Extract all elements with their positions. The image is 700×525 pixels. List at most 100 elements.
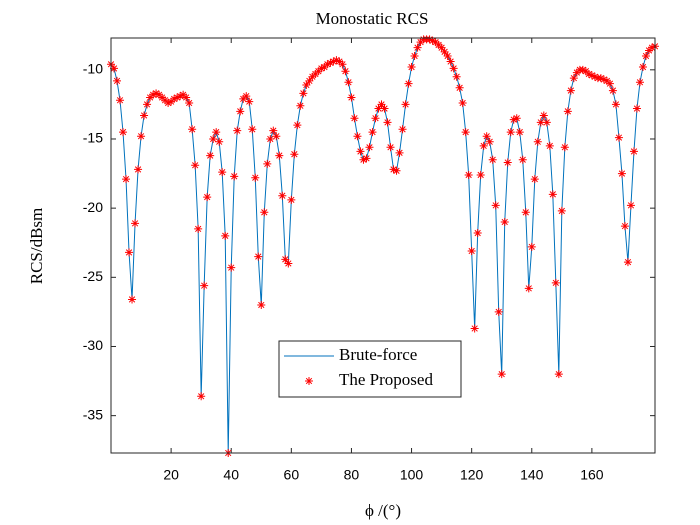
marker	[323, 60, 332, 69]
marker	[629, 147, 638, 156]
marker	[125, 248, 134, 257]
marker	[185, 99, 194, 108]
marker	[407, 63, 416, 72]
marker	[374, 104, 383, 113]
marker	[161, 96, 170, 105]
chart-title: Monostatic RCS	[316, 9, 429, 28]
marker	[302, 81, 311, 90]
marker	[176, 92, 185, 101]
marker	[200, 281, 209, 290]
marker	[236, 107, 245, 116]
marker	[539, 111, 548, 120]
marker	[536, 118, 545, 127]
marker	[260, 208, 269, 217]
y-axis-label: RCS/dBsm	[27, 208, 46, 285]
marker	[596, 74, 605, 83]
marker	[350, 114, 359, 123]
marker	[188, 125, 197, 134]
marker	[212, 128, 221, 137]
marker	[464, 170, 473, 179]
marker	[416, 38, 425, 47]
x-tick-label: 160	[580, 467, 604, 483]
marker	[590, 72, 599, 81]
y-tick-label: -25	[83, 268, 103, 284]
marker	[434, 40, 443, 49]
marker	[398, 125, 407, 134]
marker	[203, 193, 212, 202]
marker	[290, 150, 299, 159]
marker	[356, 147, 365, 156]
marker	[413, 43, 422, 52]
marker	[632, 104, 641, 113]
marker	[437, 43, 446, 52]
marker	[362, 154, 371, 163]
marker	[377, 100, 386, 109]
marker	[368, 128, 377, 137]
marker	[191, 161, 200, 170]
marker	[527, 242, 536, 251]
marker	[428, 36, 437, 45]
marker	[146, 93, 155, 102]
y-tick-label: -10	[83, 61, 103, 77]
marker	[425, 35, 434, 44]
marker	[566, 86, 575, 95]
x-tick-label: 40	[223, 467, 239, 483]
marker	[239, 94, 248, 103]
marker	[569, 74, 578, 83]
marker	[254, 252, 263, 261]
marker	[446, 57, 455, 66]
marker	[140, 111, 149, 120]
marker	[452, 72, 461, 81]
marker	[341, 67, 350, 76]
marker	[587, 71, 596, 80]
marker	[467, 247, 476, 256]
y-tick-label: -35	[83, 406, 103, 422]
marker	[401, 100, 410, 109]
marker	[296, 101, 305, 110]
marker	[263, 159, 272, 168]
marker	[338, 60, 347, 69]
marker	[113, 76, 122, 85]
y-tick-label: -15	[83, 130, 103, 146]
marker	[479, 141, 488, 150]
marker	[287, 195, 296, 204]
marker	[599, 75, 608, 84]
marker	[317, 64, 326, 73]
marker	[158, 93, 167, 102]
marker	[359, 155, 368, 164]
legend-label: The Proposed	[339, 370, 433, 389]
marker	[353, 132, 362, 141]
marker	[278, 191, 287, 200]
marker	[347, 93, 356, 102]
x-tick-label: 80	[344, 467, 360, 483]
marker	[227, 263, 236, 272]
marker	[137, 132, 146, 141]
marker	[218, 168, 227, 177]
marker	[635, 78, 644, 87]
marker	[560, 143, 569, 152]
marker	[554, 370, 563, 379]
marker	[440, 47, 449, 56]
x-axis-label: ϕ /(°)	[365, 501, 401, 520]
marker	[215, 137, 224, 146]
marker	[617, 169, 626, 178]
marker	[542, 118, 551, 127]
marker	[557, 206, 566, 215]
marker	[182, 93, 191, 102]
marker	[524, 284, 533, 293]
marker	[641, 51, 650, 60]
marker	[515, 128, 524, 137]
marker	[245, 97, 254, 106]
marker	[128, 295, 137, 304]
marker	[605, 79, 614, 88]
marker	[131, 219, 140, 228]
marker	[305, 76, 314, 85]
marker	[581, 67, 590, 76]
marker	[626, 201, 635, 210]
marker	[326, 58, 335, 67]
marker	[308, 72, 317, 81]
marker	[179, 90, 188, 99]
marker	[248, 125, 257, 134]
marker	[623, 258, 632, 267]
marker	[275, 151, 284, 160]
